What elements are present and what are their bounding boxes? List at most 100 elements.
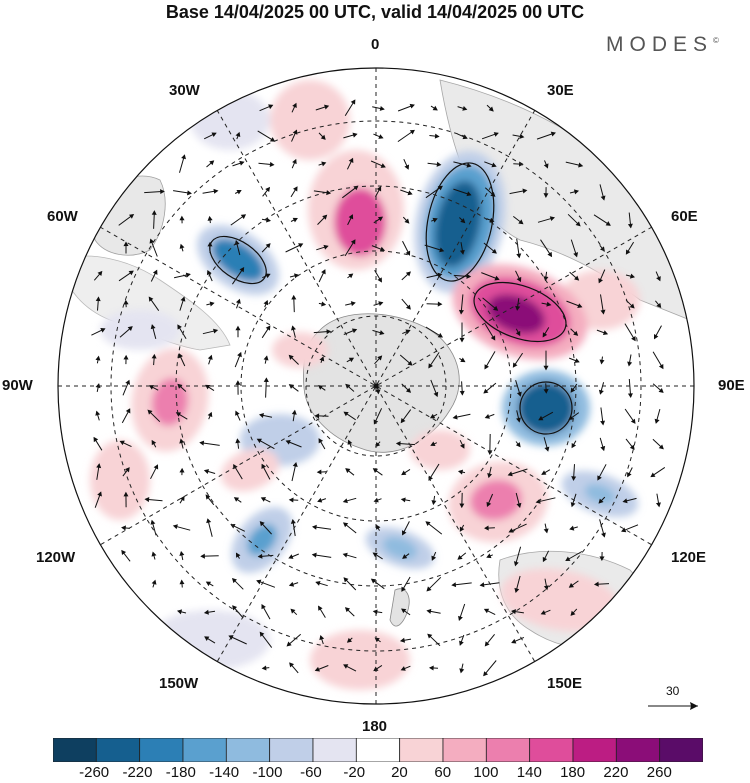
colorbar-segment-7 [355,738,401,762]
wind-arrow-head [372,552,378,558]
wind-arrow-head [625,249,631,255]
anomaly-faint-4 [220,448,280,492]
wind-arrow-head [511,609,517,615]
contour-pos-east [473,281,567,343]
wind-arrow-head [516,276,522,283]
wind-arrow-head [569,525,575,531]
wind-arrow-head [405,271,411,277]
wind-arrow-head [573,252,579,258]
wind-arrow-head [570,610,576,616]
colorbar-tick-label: 260 [646,764,672,781]
wind-arrow-head [627,223,633,229]
wind-arrow-head [95,355,101,361]
wind-arrow-head [431,500,437,506]
wind-arrow-head [543,163,549,169]
wind-arrow-head [350,99,356,105]
wind-arrow-head [261,463,266,469]
wind-arrow-head [404,218,410,224]
wind-arrow-head [148,296,154,302]
colorbar-tick-label: 60 [434,764,452,781]
wind-arrow-head [288,497,294,503]
wind-arrow-head [493,305,499,311]
wind-arrow-head [265,325,271,331]
wind-arrow-head [322,214,328,220]
wind-arrow-head [213,188,219,194]
wind-arrow-head [629,444,635,450]
wind-arrow-head [352,132,358,138]
colorbar-segment-6 [312,738,357,762]
wind-arrow-head [314,413,320,419]
wind-arrow-head [516,253,522,259]
wind-arrow-head [600,309,606,315]
wind-arrow-head [483,671,489,677]
wind-arrow-head [316,469,322,475]
wind-arrow-head [291,325,296,331]
contour-neg-west [209,235,267,285]
colorbar-segment-3 [182,738,227,762]
wind-arrow-head [344,607,351,613]
wind-arrow-head [432,105,438,111]
wind-arrow-head [434,133,440,139]
wind-arrow-head [578,162,584,168]
wind-arrow-head [543,528,549,534]
anomaly-fields [90,80,640,690]
lon-label-90e: 90E [718,377,745,394]
wind-arrow-head [351,328,358,334]
wind-arrow-head [462,105,468,111]
wind-arrow-head [342,552,348,558]
colorbar-tick-label: -220 [122,764,153,781]
wind-arrow-head [317,385,324,390]
wind-arrow-head [97,270,103,277]
wind-arrow-head [593,581,599,587]
wind-arrow-head [483,388,489,394]
lon-label-30w: 30W [169,82,200,99]
wind-arrow-head [343,664,349,669]
lon-label-120w: 120W [36,549,76,566]
wind-arrow-head [568,582,575,588]
contour-lines [209,162,573,435]
colorbar-segment-4 [225,738,271,762]
wind-arrow-head [205,384,211,390]
wind-arrow-head [459,337,465,343]
wind-arrow-head [207,241,213,247]
wind-arrow-head [96,463,102,469]
wind-arrow-head [486,553,492,559]
wind-arrow-head [573,189,580,195]
wind-arrow-head [598,278,603,284]
wind-arrow-head [436,161,442,167]
wind-arrow-head [342,498,348,504]
wind-arrow-head [265,273,271,279]
wind-arrow-head [292,102,297,109]
wind-arrow-head [484,364,489,370]
wind-arrow-head [430,413,436,419]
wind-arrow-head [121,549,127,555]
anomaly-neg-west-1-level-1 [211,238,265,282]
wind-arrow-head [292,461,298,467]
wind-arrow-head [483,608,490,614]
wind-arrow-head [128,270,134,276]
wind-arrow-head [269,137,276,142]
pole-marker [373,383,379,389]
wind-arrow-head [151,439,157,446]
wind-arrow-head [598,389,604,395]
wind-arrow-head [655,502,661,508]
colorbar-tick-label: -260 [79,764,110,781]
wind-arrow-head [479,582,485,588]
wind-arrow-head [376,186,382,192]
wind-arrow-head [347,439,353,445]
wind-arrow-head [400,417,406,424]
wind-arrow-head [494,275,500,281]
wind-arrow-head [150,519,156,525]
wind-arrow-head [573,330,579,336]
wind-arrow-head [409,103,415,109]
contour-neg-east [519,381,573,435]
colorbar-segment-0 [53,738,97,762]
wind-arrow-head [293,186,298,192]
wind-arrow-head [515,330,521,337]
wind-arrow-head [236,190,242,195]
brand-name: MODES [606,33,714,56]
wind-arrow-head [261,603,266,610]
wind-arrow-head [457,554,463,560]
wind-arrow-head [516,502,522,509]
wind-arrow-head [627,393,633,399]
